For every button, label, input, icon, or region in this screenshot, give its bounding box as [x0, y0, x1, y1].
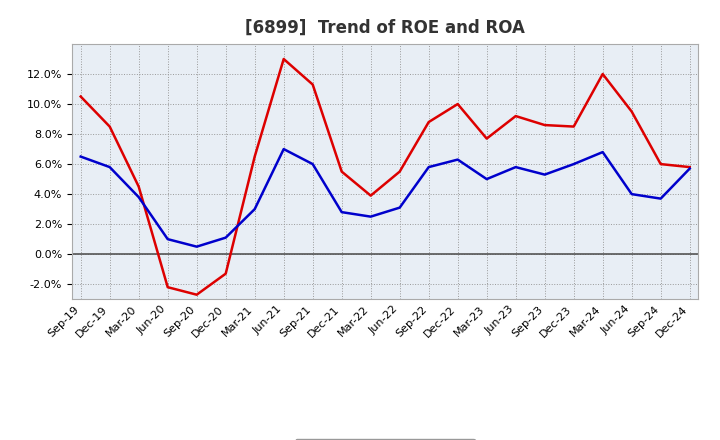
Line: ROA: ROA	[81, 149, 690, 247]
ROE	[657, 161, 665, 167]
ROE	[251, 154, 259, 159]
ROE	[511, 114, 520, 119]
ROA	[163, 237, 172, 242]
ROE	[308, 82, 317, 87]
ROE	[338, 169, 346, 174]
ROA	[221, 235, 230, 240]
ROA	[251, 206, 259, 212]
ROA	[76, 154, 85, 159]
ROE	[366, 193, 375, 198]
ROE	[598, 71, 607, 77]
ROA	[570, 161, 578, 167]
ROA	[482, 176, 491, 182]
ROA	[192, 244, 201, 249]
ROA	[685, 166, 694, 171]
ROA	[105, 165, 114, 170]
ROA	[657, 196, 665, 201]
ROE	[541, 122, 549, 128]
ROE	[570, 124, 578, 129]
ROE	[163, 285, 172, 290]
Title: [6899]  Trend of ROE and ROA: [6899] Trend of ROE and ROA	[246, 19, 525, 37]
ROE	[221, 271, 230, 276]
ROE	[192, 292, 201, 297]
ROE	[395, 169, 404, 174]
ROA	[627, 191, 636, 197]
ROA	[338, 209, 346, 215]
ROE	[76, 94, 85, 99]
Legend: ROE, ROA: ROE, ROA	[294, 439, 476, 440]
ROE	[454, 101, 462, 106]
ROA	[135, 194, 143, 200]
ROE	[685, 165, 694, 170]
ROE	[627, 109, 636, 114]
ROA	[424, 165, 433, 170]
ROE	[482, 136, 491, 141]
ROA	[366, 214, 375, 219]
ROA	[279, 147, 288, 152]
ROA	[541, 172, 549, 177]
ROA	[395, 205, 404, 210]
ROA	[511, 165, 520, 170]
ROE	[135, 184, 143, 189]
ROE	[105, 124, 114, 129]
ROA	[454, 157, 462, 162]
Line: ROE: ROE	[81, 59, 690, 295]
ROA	[598, 150, 607, 155]
ROA	[308, 161, 317, 167]
ROE	[424, 119, 433, 125]
ROE	[279, 56, 288, 62]
